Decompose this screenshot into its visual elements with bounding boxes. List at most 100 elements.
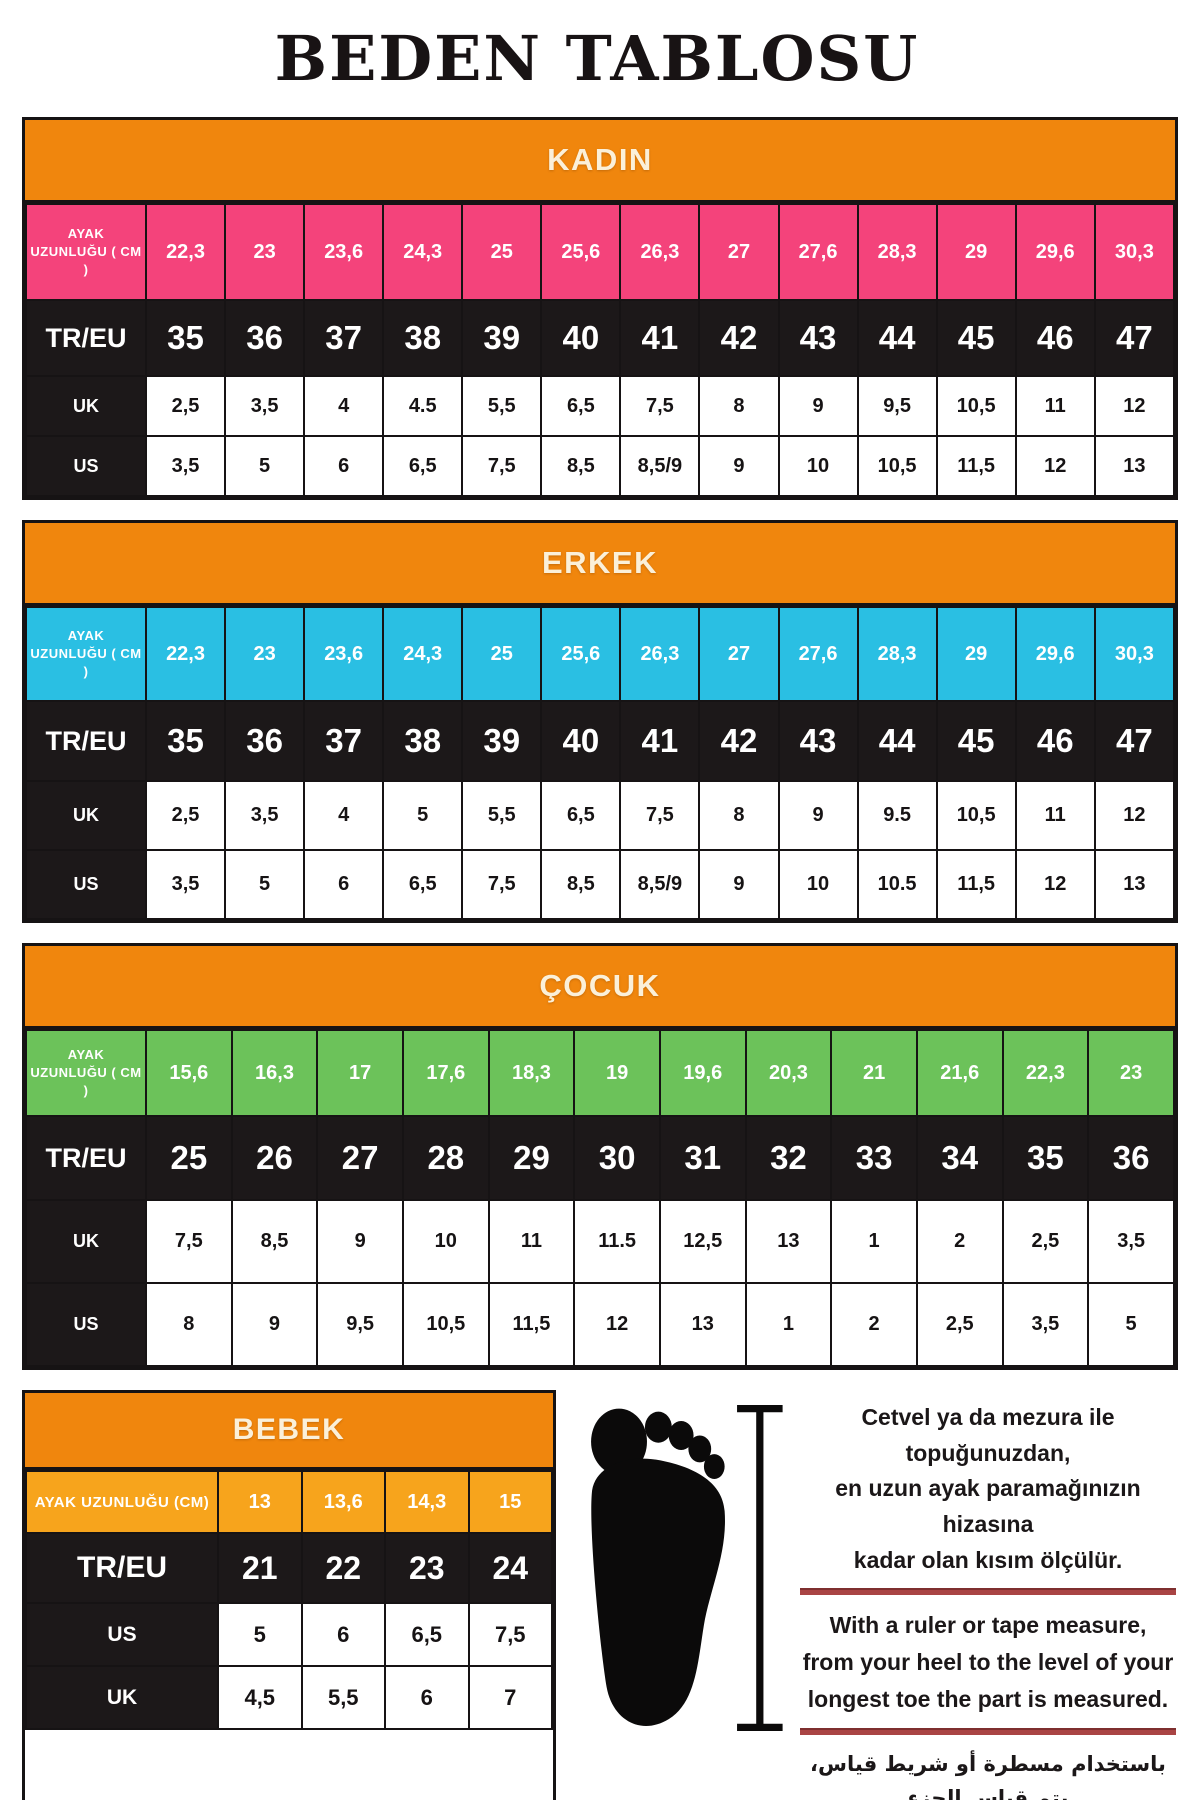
foot-silhouette-icon <box>591 1404 783 1732</box>
size-cell: 23,6 <box>303 203 385 301</box>
row-label-us: US <box>25 849 147 920</box>
size-cell: 29 <box>935 203 1017 301</box>
size-cell: 46 <box>1014 299 1096 377</box>
size-cell: 34 <box>915 1115 1004 1201</box>
size-cell: 42 <box>698 700 780 782</box>
size-cell: 28,3 <box>856 606 938 702</box>
size-cell: 10,5 <box>935 780 1017 851</box>
size-cell: 10,5 <box>856 435 938 497</box>
size-cell: 9 <box>698 435 780 497</box>
size-cell: 2,5 <box>144 780 227 851</box>
size-cell: 9.5 <box>856 780 938 851</box>
size-cell: 8,5/9 <box>619 435 701 497</box>
size-cell: 19,6 <box>658 1029 747 1117</box>
size-cell: 40 <box>540 299 622 377</box>
size-cell: 12 <box>1093 375 1176 437</box>
size-cell: 35 <box>144 700 227 782</box>
size-cell: 45 <box>935 299 1017 377</box>
size-cell: 6 <box>384 1665 470 1730</box>
size-table-erkek: ERKEK AYAK UZUNLUĞU ( CM ) 22,3 23 23,6 24,3… <box>22 520 1178 923</box>
row-label-us: US <box>25 1602 219 1667</box>
size-cell: 32 <box>744 1115 833 1201</box>
measurement-note: Cetvel ya da mezura ile topuğunuzdan, en… <box>798 1390 1180 1800</box>
size-cell: 11 <box>1014 780 1096 851</box>
size-cell: 7,5 <box>467 1602 553 1667</box>
size-cell: 23,6 <box>303 606 385 702</box>
section-title: ERKEK <box>541 545 658 580</box>
size-cell: 11,5 <box>935 435 1017 497</box>
size-cell: 22,3 <box>144 203 227 301</box>
size-cell: 22,3 <box>1001 1029 1090 1117</box>
size-cell: 39 <box>461 700 543 782</box>
size-cell: 27,6 <box>777 606 859 702</box>
size-cell: 11 <box>487 1199 576 1284</box>
note-arabic: باستخدام مسطرة أو شريط قياس، يتم قياس ال… <box>810 1751 1166 1800</box>
note-turkish: Cetvel ya da mezura ile topuğunuzdan, en… <box>835 1404 1141 1573</box>
size-cell: 29,6 <box>1014 203 1096 301</box>
size-cell: 11,5 <box>487 1282 576 1367</box>
size-cell: 8,5 <box>230 1199 319 1284</box>
size-cell: 13 <box>658 1282 747 1367</box>
size-cell: 25 <box>461 203 543 301</box>
size-cell: 8,5/9 <box>619 849 701 920</box>
size-cell: 41 <box>619 700 701 782</box>
size-cell: 4 <box>303 375 385 437</box>
size-cell: 3,5 <box>144 435 227 497</box>
size-cell: 6,5 <box>384 1602 470 1667</box>
size-cell: 27,6 <box>777 203 859 301</box>
size-cell: 12 <box>1014 849 1096 920</box>
row-label-ayak-uzunlu-u-cm: AYAK UZUNLUĞU (CM) <box>25 1470 219 1534</box>
size-cell: 7,5 <box>619 780 701 851</box>
size-cell: 28 <box>401 1115 490 1201</box>
size-cell: 30,3 <box>1093 606 1176 702</box>
size-cell: 24,3 <box>382 203 464 301</box>
row-label-tr-eu: TR/EU <box>25 700 147 782</box>
size-cell: 7 <box>467 1665 553 1730</box>
size-table: AYAK UZUNLUĞU ( CM ) 22,3 23 23,6 24,3 25 25,6… <box>25 203 1176 497</box>
bottom-row: BEBEK AYAK UZUNLUĞU (CM) 13 13,6 14,3 15 TR/E… <box>22 1390 1180 1800</box>
size-cell: 3,5 <box>224 375 306 437</box>
size-cell: 37 <box>303 700 385 782</box>
section-title: ÇOCUK <box>539 968 661 1003</box>
size-cell: 16,3 <box>230 1029 319 1117</box>
size-cell: 5,5 <box>461 780 543 851</box>
size-cell: 7,5 <box>619 375 701 437</box>
size-cell: 4,5 <box>217 1665 303 1730</box>
row-label-us: US <box>25 435 147 497</box>
size-cell: 46 <box>1014 700 1096 782</box>
row-label-uk: UK <box>25 1665 219 1730</box>
divider-line <box>800 1727 1176 1735</box>
size-cell: 8 <box>698 780 780 851</box>
size-cell: 9 <box>777 375 859 437</box>
size-cell: 3,5 <box>144 849 227 920</box>
size-cell: 22 <box>300 1532 386 1604</box>
size-cell: 2,5 <box>1001 1199 1090 1284</box>
size-cell: 7,5 <box>145 1199 233 1284</box>
section-header-erkek: ERKEK <box>25 523 1175 606</box>
size-cell: 42 <box>698 299 780 377</box>
size-cell: 33 <box>830 1115 918 1201</box>
section-title: BEBEK <box>232 1413 346 1446</box>
size-cell: 5 <box>224 435 306 497</box>
size-cell: 5 <box>1087 1282 1175 1367</box>
size-cell: 13 <box>1093 435 1176 497</box>
size-cell: 11,5 <box>935 849 1017 920</box>
size-cell: 6,5 <box>540 780 622 851</box>
size-cell: 43 <box>777 299 859 377</box>
size-cell: 40 <box>540 700 622 782</box>
size-cell: 26,3 <box>619 203 701 301</box>
size-cell: 27 <box>698 203 780 301</box>
size-cell: 5 <box>217 1602 303 1667</box>
size-cell: 8,5 <box>540 435 622 497</box>
size-table: AYAK UZUNLUĞU ( CM ) 22,3 23 23,6 24,3 25 25,6… <box>25 606 1176 920</box>
size-cell: 6 <box>300 1602 386 1667</box>
size-cell: 6 <box>303 849 385 920</box>
size-cell: 29 <box>487 1115 576 1201</box>
size-cell: 12,5 <box>658 1199 747 1284</box>
size-cell: 28,3 <box>856 203 938 301</box>
row-label-tr-eu: TR/EU <box>25 299 147 377</box>
size-cell: 2,5 <box>915 1282 1004 1367</box>
size-cell: 2 <box>915 1199 1004 1284</box>
size-cell: 21 <box>217 1532 303 1604</box>
row-label-us: US <box>25 1282 147 1367</box>
